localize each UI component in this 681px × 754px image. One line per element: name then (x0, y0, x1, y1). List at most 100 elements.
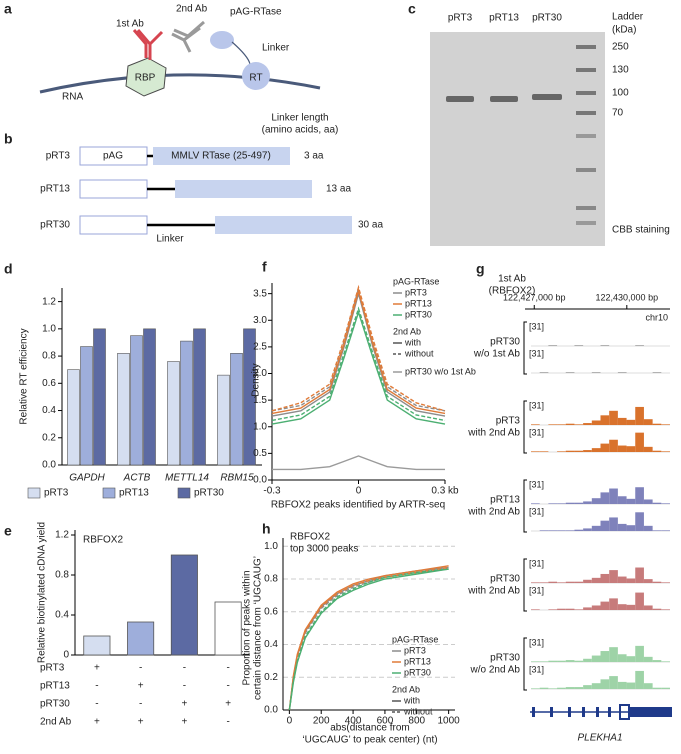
coverage-bar (574, 345, 584, 346)
scale-label: [31] (529, 585, 544, 595)
coverage-bar (557, 687, 566, 689)
coverage-bar (591, 498, 601, 504)
x-tick-label: ACTB (123, 473, 151, 484)
y-tick-label: 0.8 (42, 351, 56, 362)
legend-title: 2nd Ab (393, 326, 421, 336)
coverage-bar (557, 530, 566, 531)
legend-label: pRT30 w/o 1st Ab (405, 366, 476, 376)
y-tick-label: 1.5 (253, 395, 267, 406)
coverage-bar (548, 660, 558, 662)
label: pRT30 (40, 220, 70, 231)
rtase-box (215, 216, 352, 234)
gene-label: PLEKHA1 (577, 733, 622, 744)
label: pRT13 (40, 184, 70, 195)
bar (230, 353, 243, 466)
coverage-bar (557, 503, 566, 504)
group-label: pRT30 (490, 337, 520, 348)
group-label: with 2nd Ab (467, 507, 520, 518)
cell: - (183, 663, 186, 674)
coverage-bar (617, 417, 627, 425)
bar (214, 601, 242, 656)
group-label: pRT3 (496, 416, 521, 427)
coverage-bar (626, 656, 636, 662)
legend-title: pAG-RTase (393, 276, 439, 286)
ladder-band (576, 111, 596, 115)
panel-label: b (4, 131, 13, 147)
coverage-bar (583, 423, 592, 425)
coverage-bar (652, 423, 662, 425)
label: CBB staining (612, 225, 670, 236)
ladder-label: 130 (612, 65, 629, 76)
coverage-bar (609, 570, 618, 583)
coverage-bar (635, 345, 644, 346)
coverage-bar (574, 502, 584, 504)
gel-band (490, 96, 518, 102)
label: pAG (103, 151, 123, 162)
label: 2nd Ab (176, 4, 208, 15)
group-label: w/o 1st Ab (473, 349, 521, 360)
label: (kDa) (612, 25, 636, 36)
coverage-bar (565, 660, 575, 662)
y-tick-label: 1.0 (253, 421, 267, 432)
scale-label: [31] (529, 558, 544, 568)
coverage-bar (600, 651, 610, 662)
x-tick-label: 200 (313, 716, 330, 727)
y-tick-label: 0.0 (253, 475, 267, 486)
coverage-bar (626, 578, 636, 583)
coverage-bar (626, 604, 636, 610)
coverage-bar (574, 687, 584, 689)
coverage-bar (609, 410, 618, 425)
cell: - (95, 699, 98, 710)
legend-swatch (102, 487, 116, 499)
legend-label: without (404, 348, 434, 358)
coverage-bar (548, 581, 558, 583)
ladder-band (576, 134, 596, 138)
coverage-bar (539, 372, 549, 373)
coverage-bar (531, 451, 540, 452)
gel-band (446, 96, 474, 102)
gel-band (532, 94, 562, 100)
coverage-bar (583, 658, 592, 662)
bar (67, 369, 80, 466)
coverage-bar (635, 592, 644, 610)
line (271, 288, 446, 415)
scale-label: [31] (529, 400, 544, 410)
panel-label: g (476, 261, 485, 277)
group-label: pRT30 (490, 653, 520, 664)
lane-label: pRT3 (448, 13, 473, 24)
label: 13 aa (326, 184, 351, 195)
coverage-bar (591, 605, 601, 610)
coverage-bar (565, 581, 575, 583)
coverage-bar (617, 523, 627, 531)
coverage-bar (539, 451, 549, 452)
coverage-bar (574, 529, 584, 531)
legend-label: pRT30 (194, 488, 224, 499)
label: 1st Ab (116, 19, 144, 30)
coverage-bar (661, 661, 670, 662)
coverage-bar (591, 655, 601, 662)
bar (217, 374, 230, 466)
coverage-bar (600, 345, 610, 346)
scale-label: [31] (529, 479, 544, 489)
legend-swatch (27, 487, 41, 499)
x-tick-label: RBM15 (220, 473, 254, 484)
line (271, 309, 446, 425)
cell: + (138, 681, 144, 692)
scale-label: [31] (529, 664, 544, 674)
y-axis-label: Relative RT efficiency (19, 328, 30, 424)
legend-title: 2nd Ab (392, 684, 420, 694)
y-tick-label: 0.2 (42, 432, 56, 443)
group-label: pRT13 (490, 495, 520, 506)
cell: - (226, 663, 229, 674)
x-tick-label: METTL14 (165, 473, 209, 484)
line (288, 568, 449, 711)
coverage-bar (565, 608, 575, 610)
bar (143, 328, 156, 466)
label: RBP (135, 73, 156, 84)
coverage-bar (661, 582, 670, 583)
pag-shape (210, 31, 234, 49)
coverage-bar (531, 582, 540, 583)
bar (127, 621, 155, 656)
coverage-bar (617, 681, 627, 689)
